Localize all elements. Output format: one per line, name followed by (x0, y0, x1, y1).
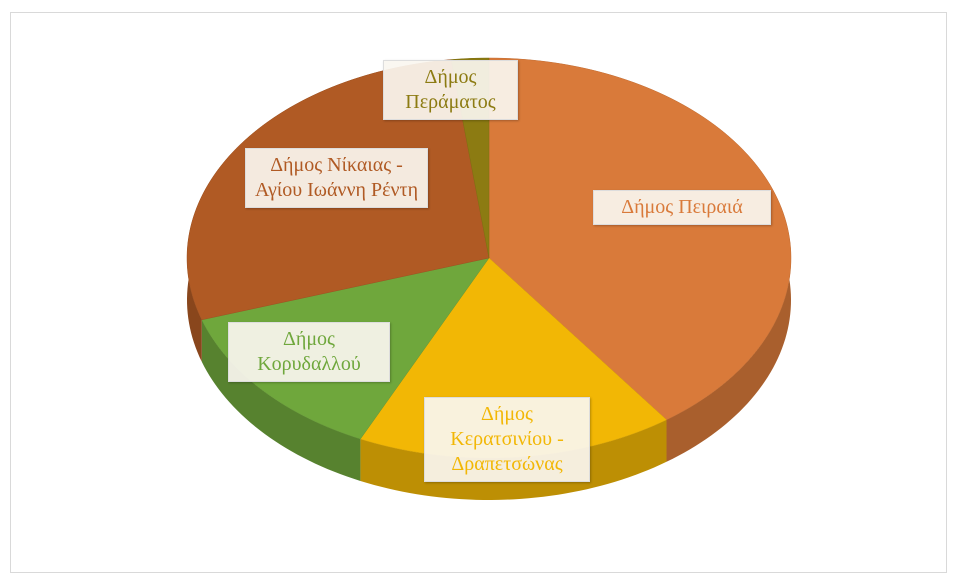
slice-side (201, 319, 361, 481)
slice (488, 57, 792, 421)
data-label: Δήμος Κερατσινίου - Δραπετσώνας (424, 397, 590, 482)
data-label: Δήμος Περάματος (383, 60, 518, 120)
data-label: Δήμος Κορυδαλλού (228, 322, 390, 382)
data-label: Δήμος Πειραιά (593, 190, 771, 225)
data-label: Δήμος Νίκαιας - Αγίου Ιωάννη Ρέντη (245, 148, 428, 208)
